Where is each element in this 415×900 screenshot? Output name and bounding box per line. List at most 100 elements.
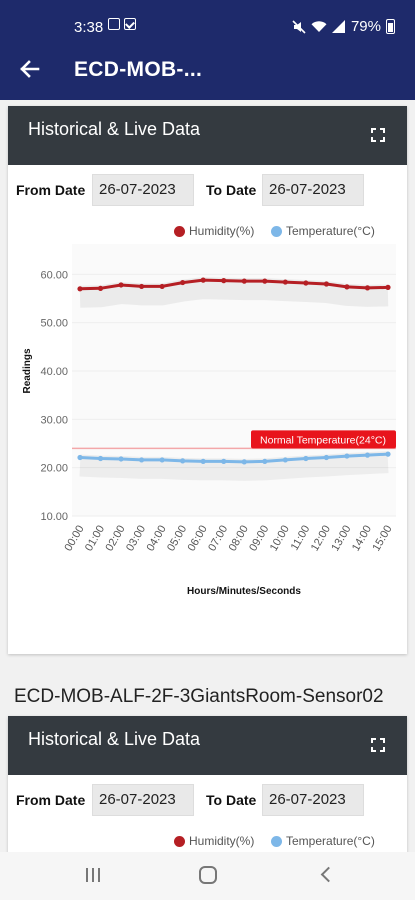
data-point[interactable] xyxy=(364,452,371,458)
x-tick-label: 00:00 xyxy=(62,524,86,554)
card-header: Historical & Live Data xyxy=(8,106,407,165)
x-tick-label: 09:00 xyxy=(247,524,271,554)
data-point[interactable] xyxy=(303,455,309,462)
data-point[interactable] xyxy=(282,457,288,463)
battery-icon xyxy=(386,19,395,34)
y-tick-label: 60.00 xyxy=(40,269,68,281)
sensor-card-1: Historical & Live Data From Date 26-07-2… xyxy=(8,106,407,654)
chart-legend: Humidity(%) Temperature(°C) xyxy=(8,224,407,242)
notification-icons xyxy=(108,18,136,30)
signal-icon xyxy=(331,20,345,33)
data-point[interactable] xyxy=(180,279,186,286)
y-axis-label: Readings xyxy=(22,348,33,393)
to-date-label: To Date xyxy=(206,792,257,808)
x-tick-label: 08:00 xyxy=(227,524,251,554)
data-point[interactable] xyxy=(241,278,247,284)
y-tick-label: 50.00 xyxy=(40,318,68,330)
data-point[interactable] xyxy=(344,453,350,459)
recent-apps-icon[interactable] xyxy=(86,868,102,882)
data-point[interactable] xyxy=(97,285,104,291)
expand-icon[interactable] xyxy=(371,738,385,752)
check-notification-icon xyxy=(124,18,136,30)
chart-legend: Humidity(%) Temperature(°C) xyxy=(8,834,407,852)
from-date-label: From Date xyxy=(16,792,86,808)
card-title: Historical & Live Data xyxy=(28,729,201,749)
from-date-input[interactable]: 26-07-2023 xyxy=(92,784,194,816)
y-tick-label: 30.00 xyxy=(40,414,68,426)
status-time: 3:38 xyxy=(74,19,104,36)
data-point[interactable] xyxy=(241,459,247,465)
y-tick-label: 40.00 xyxy=(40,366,68,378)
data-point[interactable] xyxy=(385,284,391,290)
home-icon[interactable] xyxy=(199,866,217,884)
from-date-input[interactable]: 26-07-2023 xyxy=(92,174,194,206)
x-tick-label: 05:00 xyxy=(165,524,189,554)
data-point[interactable] xyxy=(118,282,124,288)
app-bar: ECD-MOB-... xyxy=(0,40,415,100)
x-tick-label: 07:00 xyxy=(206,524,230,554)
x-tick-label: 15:00 xyxy=(370,524,394,554)
status-right: 79% xyxy=(292,18,395,35)
to-date-input[interactable]: 26-07-2023 xyxy=(262,784,364,816)
data-point[interactable] xyxy=(221,278,227,284)
card-title: Historical & Live Data xyxy=(28,119,201,139)
expand-icon[interactable] xyxy=(371,128,385,142)
legend-temperature[interactable]: Temperature(°C) xyxy=(271,224,375,238)
series-shadow xyxy=(79,277,389,308)
data-point[interactable] xyxy=(159,283,165,290)
temperature-legend-dot xyxy=(271,835,282,847)
data-point[interactable] xyxy=(159,457,165,463)
page-title: ECD-MOB-... xyxy=(74,58,203,81)
x-tick-label: 04:00 xyxy=(145,524,169,554)
data-point[interactable] xyxy=(180,458,186,464)
legend-humidity-label: Humidity(%) xyxy=(189,834,255,848)
legend-temperature[interactable]: Temperature(°C) xyxy=(271,834,375,848)
data-point[interactable] xyxy=(385,451,391,457)
humidity-legend-dot xyxy=(174,835,185,847)
legend-humidity[interactable]: Humidity(%) xyxy=(174,834,254,848)
data-point[interactable] xyxy=(77,286,83,292)
x-tick-label: 14:00 xyxy=(350,524,374,554)
data-point[interactable] xyxy=(97,455,104,462)
nav-back-icon[interactable] xyxy=(318,865,338,885)
x-axis-label: Hours/Minutes/Seconds xyxy=(187,586,301,597)
data-point[interactable] xyxy=(282,279,288,285)
sensor-name-heading: ECD-MOB-ALF-2F-3GiantsRoom-Sensor02 xyxy=(14,686,384,707)
legend-temperature-label: Temperature(°C) xyxy=(286,834,375,848)
data-point[interactable] xyxy=(77,454,83,461)
y-tick-label: 10.00 xyxy=(40,511,68,523)
data-point[interactable] xyxy=(118,456,124,462)
legend-humidity[interactable]: Humidity(%) xyxy=(174,224,254,238)
system-nav-bar xyxy=(0,852,415,900)
data-point[interactable] xyxy=(221,458,227,464)
sensor-card-2: Historical & Live Data From Date 26-07-2… xyxy=(8,716,407,856)
x-tick-label: 02:00 xyxy=(104,524,128,554)
data-point[interactable] xyxy=(200,458,206,464)
battery-percent: 79% xyxy=(350,18,381,35)
data-point[interactable] xyxy=(262,458,268,464)
data-point[interactable] xyxy=(323,281,329,287)
data-point[interactable] xyxy=(323,454,329,461)
series-line-humidity xyxy=(79,278,389,291)
data-point[interactable] xyxy=(139,283,145,290)
data-point[interactable] xyxy=(344,284,350,290)
x-tick-label: 13:00 xyxy=(329,524,353,554)
humidity-legend-dot xyxy=(174,225,185,237)
mute-icon xyxy=(292,19,306,34)
data-point[interactable] xyxy=(262,278,268,284)
to-date-label: To Date xyxy=(206,182,257,198)
from-date-label: From Date xyxy=(16,182,86,198)
data-point[interactable] xyxy=(303,280,309,286)
x-tick-label: 01:00 xyxy=(83,524,107,554)
data-point[interactable] xyxy=(200,277,206,283)
x-tick-label: 12:00 xyxy=(309,524,333,554)
data-point[interactable] xyxy=(364,285,371,291)
threshold-label: Normal Temperature(24°C) xyxy=(260,434,386,446)
legend-temperature-label: Temperature(°C) xyxy=(286,224,375,238)
card-header: Historical & Live Data xyxy=(8,716,407,775)
back-arrow-icon[interactable] xyxy=(16,56,42,82)
x-tick-label: 03:00 xyxy=(124,524,148,554)
plot-area xyxy=(72,244,396,516)
to-date-input[interactable]: 26-07-2023 xyxy=(262,174,364,206)
data-point[interactable] xyxy=(139,457,145,463)
